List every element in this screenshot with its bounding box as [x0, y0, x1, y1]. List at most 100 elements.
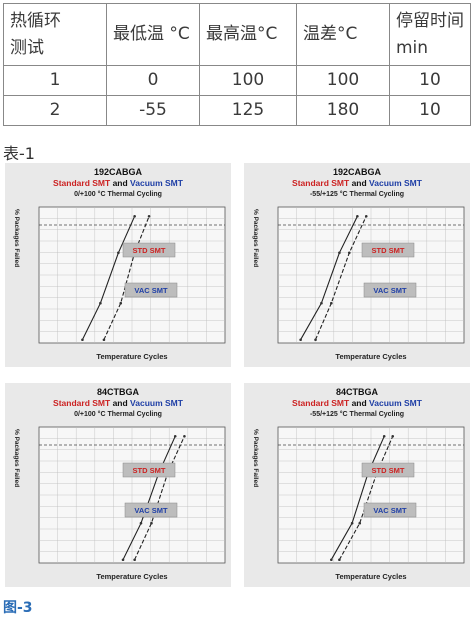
data-point: [391, 434, 395, 438]
table-cell: 1: [3, 65, 107, 96]
data-point: [347, 251, 351, 255]
chart-condition: 0/+100 °C Thermal Cycling: [74, 410, 162, 418]
vac-label-box: [124, 282, 178, 298]
data-point: [382, 434, 386, 438]
std-label-box: [122, 242, 176, 258]
x-axis-label: Temperature Cycles: [335, 572, 406, 581]
y-axis-label: % Packages Failed: [252, 429, 259, 487]
series-line: [300, 216, 358, 340]
vac-label-box: [363, 502, 417, 518]
vac-label: VAC SMT: [134, 286, 168, 295]
data-point: [150, 521, 153, 525]
table-cell: 100: [296, 65, 390, 96]
data-point: [117, 251, 120, 255]
std-label: STD SMT: [372, 246, 405, 255]
chart-condition: 0/+100 °C Thermal Cycling: [74, 190, 162, 198]
data-point: [183, 434, 186, 438]
subtitle-and: and: [110, 178, 130, 188]
chart-subtitle: Standard SMT and Vacuum SMT: [53, 178, 184, 188]
data-point: [81, 338, 84, 342]
chart-title: 84CTBGA: [336, 387, 379, 397]
data-point: [320, 301, 323, 305]
vac-label-box: [363, 282, 417, 298]
subtitle-vac: Vacuum SMT: [369, 178, 423, 188]
table-row: 2 -55 125 180 10: [3, 95, 471, 126]
chart-subtitle: Standard SMT and Vacuum SMT: [53, 398, 184, 408]
data-point: [121, 558, 125, 562]
table-cell: 100: [199, 65, 297, 96]
chart-condition: -55/+125 °C Thermal Cycling: [310, 410, 404, 418]
series-line: [134, 436, 185, 560]
data-point: [119, 301, 123, 305]
subtitle-and: and: [110, 398, 130, 408]
y-axis-label: % Packages Failed: [252, 209, 259, 267]
table-header-row: 热循环 测试 最低温 °C 最高温°C 温差°C 停留时间 min: [3, 3, 471, 66]
std-label-box: [122, 462, 176, 478]
thermal-cycling-table: 热循环 测试 最低温 °C 最高温°C 温差°C 停留时间 min 1 0 10…: [3, 3, 471, 126]
header-line: 温差°C: [303, 24, 358, 44]
data-point: [173, 434, 177, 438]
header-line: 最高温°C: [206, 24, 278, 44]
std-label: STD SMT: [372, 466, 405, 475]
data-point: [350, 521, 354, 525]
data-point: [102, 338, 106, 342]
chart-title: 192CABGA: [94, 167, 143, 177]
y-axis-label: % Packages Failed: [13, 429, 20, 487]
figure-caption: 图-3: [3, 600, 33, 616]
header-cell: 停留时间 min: [389, 3, 471, 66]
series-line: [330, 436, 385, 560]
subtitle-std: Standard SMT: [53, 178, 111, 188]
table-cell: 2: [3, 95, 107, 126]
table-caption: 表-1: [3, 144, 35, 163]
data-point: [314, 338, 317, 342]
header-line: 测试: [10, 37, 44, 58]
data-point: [330, 558, 333, 562]
chart-title: 192CABGA: [333, 167, 382, 177]
subtitle-vac: Vacuum SMT: [369, 398, 423, 408]
header-cell: 最低温 °C: [106, 3, 200, 66]
vac-label: VAC SMT: [373, 506, 407, 515]
table-cell: 180: [296, 95, 390, 126]
header-line: 热循环: [10, 10, 61, 31]
table-cell: 10: [389, 65, 471, 96]
data-point: [139, 521, 143, 525]
data-point: [133, 558, 136, 562]
subtitle-std: Standard SMT: [53, 398, 111, 408]
subtitle-and: and: [349, 398, 369, 408]
chart-subtitle: Standard SMT and Vacuum SMT: [292, 398, 423, 408]
header-line: min: [396, 37, 429, 58]
chart-condition: -55/+125 °C Thermal Cycling: [310, 190, 404, 198]
table-cell: 0: [106, 65, 200, 96]
data-point: [299, 338, 302, 342]
subtitle-and: and: [349, 178, 369, 188]
header-cell: 最高温°C: [199, 3, 297, 66]
table-row: 1 0 100 100 10: [3, 65, 471, 96]
std-label-box: [361, 242, 415, 258]
chart-subtitle: Standard SMT and Vacuum SMT: [292, 178, 423, 188]
subtitle-vac: Vacuum SMT: [130, 398, 184, 408]
data-point: [147, 214, 151, 218]
series-line: [81, 216, 136, 340]
data-point: [99, 301, 102, 305]
subtitle-std: Standard SMT: [292, 398, 350, 408]
data-point: [356, 214, 359, 218]
vac-label-box: [124, 502, 178, 518]
header-line: 停留时间: [396, 10, 464, 31]
data-point: [338, 251, 341, 255]
series-line: [314, 216, 367, 340]
header-cell: 温差°C: [296, 3, 390, 66]
table-cell: 125: [199, 95, 297, 126]
chart-panel: 192CABGA Standard SMT and Vacuum SMT 0/+10…: [5, 163, 231, 367]
data-point: [358, 521, 362, 525]
series-line: [122, 436, 176, 560]
y-axis-label: % Packages Failed: [13, 209, 20, 267]
vac-label: VAC SMT: [134, 506, 168, 515]
x-axis-label: Temperature Cycles: [335, 352, 406, 361]
subtitle-vac: Vacuum SMT: [130, 178, 184, 188]
vac-label: VAC SMT: [373, 286, 407, 295]
header-line: 最低温 °C: [113, 24, 190, 44]
